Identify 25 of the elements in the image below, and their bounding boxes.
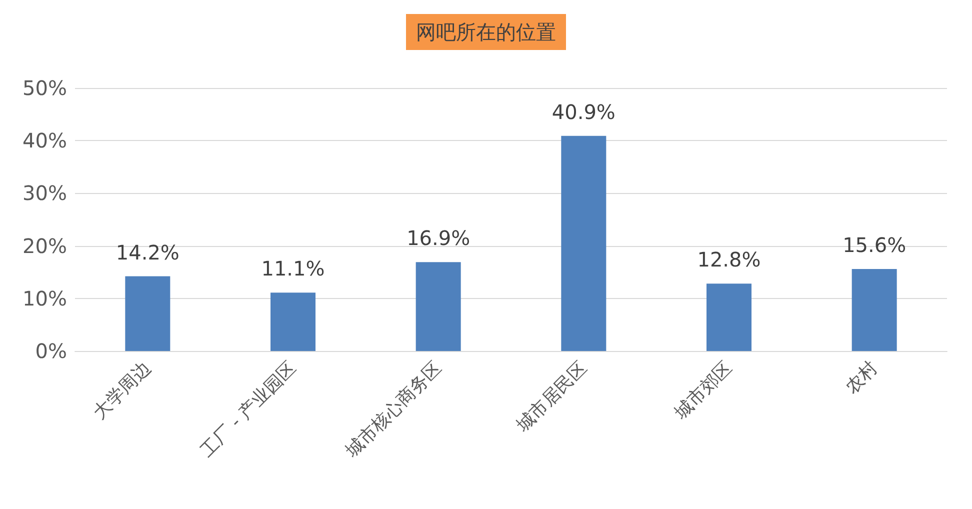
data-label: 14.2% (116, 240, 180, 264)
bar (270, 292, 316, 351)
y-tick-label: 30% (22, 181, 67, 206)
data-label: 16.9% (406, 226, 470, 250)
chart-title: 网吧所在的位置 (416, 20, 556, 44)
bar (416, 262, 461, 351)
y-tick-label: 10% (22, 286, 67, 310)
y-tick-label: 50% (22, 76, 67, 100)
data-label: 12.8% (697, 248, 761, 272)
bar (125, 276, 170, 351)
bar (561, 136, 606, 351)
data-label: 11.1% (261, 256, 325, 281)
x-tick-label: 城市郊区 (670, 358, 736, 424)
data-label: 40.9% (552, 100, 616, 124)
x-tick-label: 农村 (841, 358, 882, 398)
x-tick-label: 城市核心商务区 (341, 358, 446, 462)
x-tick-label: 工厂 - 产业园区 (196, 358, 300, 462)
y-tick-label: 0% (35, 339, 67, 363)
data-label: 15.6% (842, 232, 906, 257)
x-tick-label: 大学周边 (89, 358, 156, 424)
y-tick-label: 20% (22, 234, 67, 258)
y-tick-label: 40% (22, 128, 67, 153)
bar (706, 284, 752, 351)
x-tick-label: 城市居民区 (512, 358, 592, 437)
bar (852, 268, 897, 351)
